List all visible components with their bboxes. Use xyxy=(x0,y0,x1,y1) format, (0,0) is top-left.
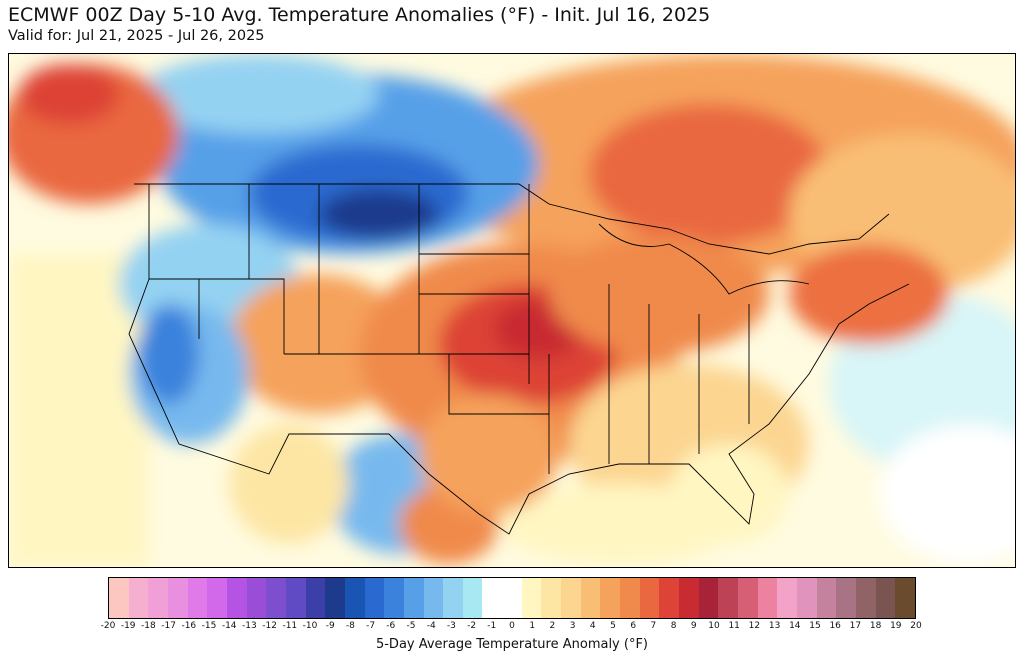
colorbar-swatch xyxy=(836,578,856,618)
colorbar-tick-label: 0 xyxy=(509,621,515,631)
colorbar-tick-label: 14 xyxy=(789,621,801,631)
colorbar-tick-label: -16 xyxy=(181,621,197,631)
colorbar-tick-label: -13 xyxy=(242,621,257,631)
colorbar-tick-label: -6 xyxy=(386,621,396,631)
colorbar-swatch xyxy=(757,578,778,618)
colorbar-tick-label: 6 xyxy=(630,621,637,631)
colorbar-tick-label: -20 xyxy=(100,621,116,631)
colorbar-tick-label: 16 xyxy=(829,621,841,631)
colorbar-tick-label: -12 xyxy=(262,621,277,631)
colorbar-tick-label: -18 xyxy=(141,621,156,631)
colorbar-tick-label: 19 xyxy=(890,621,902,631)
colorbar-swatch xyxy=(423,578,444,618)
political-borders xyxy=(128,183,910,535)
colorbar-label: 5-Day Average Temperature Anomaly (°F) xyxy=(375,637,649,652)
colorbar-swatch xyxy=(128,578,149,618)
colorbar-swatch xyxy=(305,578,326,618)
colorbar-swatch xyxy=(561,578,581,618)
colorbar-swatch xyxy=(443,578,463,618)
colorbar-swatch xyxy=(502,578,522,618)
colorbar-swatch xyxy=(659,578,680,618)
colorbar-swatch xyxy=(796,578,817,618)
colorbar-swatch xyxy=(226,578,247,618)
colorbar-tick-label: -17 xyxy=(161,621,176,631)
colorbar-swatch xyxy=(541,578,562,618)
colorbar-ticks: -20 -19 -18 -17 -16 -15 -14 -13 -12 -11 -10 -9 -8 -7-… xyxy=(101,621,922,635)
colorbar-swatch xyxy=(777,578,797,618)
colorbar-tick-label: 11 xyxy=(728,621,740,631)
colorbar-tick-label: -19 xyxy=(120,621,136,631)
colorbar-tick-label: -5 xyxy=(406,621,416,631)
anomaly-map xyxy=(8,53,1016,568)
colorbar-tick-label: -15 xyxy=(201,621,217,631)
colorbar-tick-label: -11 xyxy=(282,621,298,631)
colorbar-tick-label: -1 xyxy=(487,621,497,631)
colorbar xyxy=(108,577,916,619)
colorbar-swatch xyxy=(266,578,286,618)
colorbar-swatch xyxy=(109,578,129,618)
map-title: ECMWF 00Z Day 5-10 Avg. Temperature Anom… xyxy=(8,4,711,26)
valid-dates: Valid for: Jul 21, 2025 - Jul 26, 2025 xyxy=(8,28,265,44)
colorbar-swatch xyxy=(895,578,915,618)
colorbar-swatch xyxy=(482,578,503,618)
colorbar-swatch xyxy=(679,578,699,618)
colorbar-swatch xyxy=(148,578,168,618)
colorbar-tick-label: 4 xyxy=(589,621,596,631)
colorbar-tick-label: 10 xyxy=(708,621,720,631)
colorbar-swatch xyxy=(167,578,188,618)
colorbar-tick-label: -4 xyxy=(426,621,436,631)
colorbar-swatch xyxy=(718,578,738,618)
colorbar-tick-label: 2 xyxy=(549,621,556,631)
colorbar-tick-label: -10 xyxy=(302,621,318,631)
colorbar-tick-label: -7 xyxy=(366,621,376,631)
colorbar-swatch xyxy=(698,578,719,618)
colorbar-swatch xyxy=(462,578,483,618)
colorbar-swatch xyxy=(285,578,306,618)
colorbar-tick-label: 18 xyxy=(869,621,882,631)
colorbar-tick-label: 9 xyxy=(690,621,697,631)
colorbar-swatch xyxy=(620,578,640,618)
colorbar-tick-label: 3 xyxy=(569,621,576,631)
colorbar-tick-label: 5 xyxy=(610,621,616,631)
colorbar-tick-label: -8 xyxy=(345,621,355,631)
colorbar-tick-label: 1 xyxy=(529,621,536,631)
colorbar-swatch xyxy=(403,578,424,618)
colorbar-swatch xyxy=(639,578,660,618)
colorbar-tick-label: 17 xyxy=(849,621,862,631)
colorbar-tick-label: 12 xyxy=(748,621,761,631)
colorbar-swatch xyxy=(521,578,542,618)
colorbar-tick-label: -9 xyxy=(325,621,335,631)
colorbar-swatch xyxy=(187,578,208,618)
anomaly-map-canvas xyxy=(9,54,1015,567)
colorbar-swatch xyxy=(344,578,365,618)
colorbar-swatch xyxy=(384,578,404,618)
colorbar-tick-label: -3 xyxy=(446,621,456,631)
colorbar-swatch xyxy=(855,578,876,618)
colorbar-tick-label: 7 xyxy=(650,621,657,631)
colorbar-swatch xyxy=(246,578,267,618)
colorbar-swatch xyxy=(738,578,758,618)
colorbar-swatch xyxy=(816,578,837,618)
colorbar-swatch xyxy=(580,578,601,618)
colorbar-swatch xyxy=(364,578,385,618)
colorbar-tick-label: -14 xyxy=(221,621,237,631)
colorbar-tick-label: 15 xyxy=(809,621,821,631)
colorbar-swatch xyxy=(207,578,227,618)
colorbar-tick-label: 8 xyxy=(670,621,677,631)
colorbar-tick-label: 13 xyxy=(768,621,781,631)
colorbar-swatch xyxy=(875,578,896,618)
colorbar-swatch xyxy=(325,578,345,618)
colorbar-swatch xyxy=(600,578,621,618)
colorbar-tick-label: 20 xyxy=(910,621,922,631)
colorbar-tick-label: -2 xyxy=(467,621,477,631)
